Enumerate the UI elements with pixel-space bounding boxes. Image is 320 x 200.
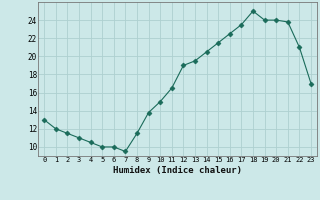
- X-axis label: Humidex (Indice chaleur): Humidex (Indice chaleur): [113, 166, 242, 175]
